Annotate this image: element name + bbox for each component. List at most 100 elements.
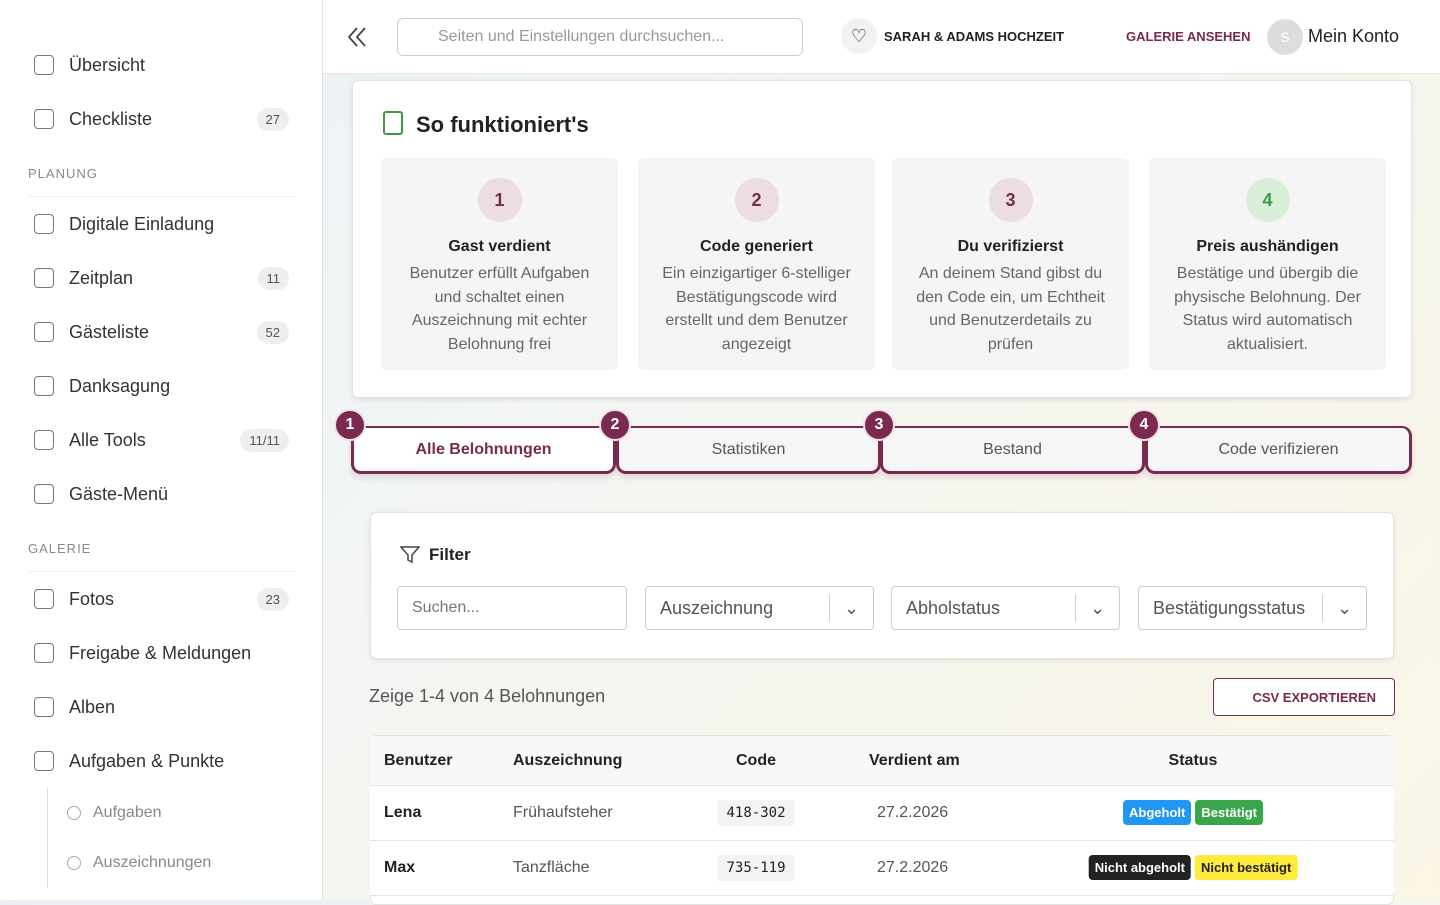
search-placeholder: Seiten und Einstellungen durchsuchen...	[438, 28, 725, 45]
cell-award: Tanzfläche	[513, 859, 590, 876]
nav-label: Übersicht	[69, 54, 146, 75]
top-bar: Seiten und Einstellungen durchsuchen... …	[323, 0, 1440, 74]
select-label: Abholstatus	[906, 597, 1001, 618]
avatar[interactable]: S	[1267, 19, 1303, 55]
nav-label: Aufgaben & Punkte	[69, 750, 225, 771]
step-title: Code generiert	[700, 238, 813, 255]
nav-label: Fotos	[69, 588, 115, 609]
nav-item[interactable]: Alle Tools 11/11	[0, 413, 322, 467]
section-heading: PLANUNG	[28, 146, 295, 197]
nav-icon	[34, 484, 54, 504]
nav-item[interactable]: Digitale Einladung	[0, 197, 322, 251]
column-header: Auszeichnung	[513, 752, 623, 769]
step-card: 2 Code generiert Ein einzigartiger 6-stell…	[638, 158, 875, 370]
table-row: Max Tanzfläche 735-119 27.2.2026 Nicht abgeh…	[370, 841, 1394, 896]
tab-number: 3	[863, 409, 895, 441]
section-title: So funktioniert's	[416, 112, 589, 137]
cell-award: Frühaufsteher	[513, 804, 613, 821]
chevron: ⌄	[829, 595, 873, 621]
select-label: Auszeichnung	[660, 597, 774, 618]
status-badge: Abgeholt	[1123, 800, 1192, 825]
nav-label: Zeitplan	[69, 267, 134, 288]
nav-label: Freigabe & Meldungen	[69, 642, 252, 663]
nav-label: Alle Tools	[69, 429, 146, 450]
nav-label: Gäste-Menü	[69, 483, 169, 504]
step-number: 3	[988, 178, 1033, 222]
sub-icon	[67, 856, 81, 870]
sub-label: Auszeichnungen	[93, 854, 212, 871]
gallery-link[interactable]: GALERIE ANSEHEN	[1126, 29, 1251, 44]
nav-item[interactable]: Zeitplan 11	[0, 251, 322, 305]
nav-subitem[interactable]: Aufgaben	[47, 788, 322, 838]
column-header: Code	[736, 752, 776, 769]
nav-item[interactable]: Gäste-Menü	[0, 467, 322, 521]
event-name[interactable]: SARAH & ADAMS HOCHZEIT	[884, 29, 1065, 44]
filter-card: Filter	[370, 512, 1394, 659]
select[interactable]: Bestätigungsstatus ⌄	[1138, 586, 1367, 630]
search-box[interactable]: Seiten und Einstellungen durchsuchen...	[397, 18, 803, 56]
status-badge: Nicht bestätigt	[1194, 855, 1298, 880]
cell-date: 27.2.2026	[877, 804, 949, 821]
clipboard-icon	[383, 111, 403, 135]
nav-item[interactable]: Übersicht	[0, 38, 322, 92]
nav-icon	[34, 430, 54, 450]
nav-label: Alben	[69, 696, 116, 717]
nav-icon	[34, 589, 54, 609]
nav-label: Gästeliste	[69, 321, 150, 342]
tab-number: 4	[1128, 409, 1160, 441]
select-label: Bestätigungsstatus	[1153, 597, 1306, 618]
filter-search[interactable]: Suchen...	[397, 586, 627, 630]
nav-icon	[34, 697, 54, 717]
tab[interactable]: Bestand	[880, 426, 1145, 474]
export-button[interactable]: CSV EXPORTIEREN	[1213, 678, 1395, 716]
nav-badge: 23	[256, 587, 289, 611]
tab-number: 1	[334, 409, 366, 441]
chevron: ⌄	[1322, 595, 1366, 621]
column-header: Verdient am	[869, 752, 960, 769]
sidebar: Übersicht Checkliste 27 PLANUNG Digitale Ein…	[0, 0, 323, 900]
summary: Zeige 1-4 von 4 Belohnungen	[369, 686, 606, 706]
nav-item[interactable]: Freigabe & Meldungen	[0, 626, 322, 680]
sub-label: Aufgaben	[93, 804, 162, 821]
nav-label: Digitale Einladung	[69, 213, 215, 234]
table-row: Lena Frühaufsteher 418-302 27.2.2026 Abgehol…	[370, 786, 1394, 841]
cell-date: 27.2.2026	[877, 859, 949, 876]
heart-icon: ♡	[841, 18, 877, 54]
nav-icon	[34, 268, 54, 288]
nav-item[interactable]: Alben	[0, 680, 322, 734]
status-badge: Nicht abgeholt	[1088, 855, 1191, 880]
step-title: Du verifizierst	[957, 238, 1064, 255]
tab[interactable]: Code verifizieren	[1145, 426, 1412, 474]
account-menu[interactable]: Mein Konto	[1308, 26, 1400, 46]
collapse-icon[interactable]	[347, 26, 367, 48]
chevron: ⌄	[1075, 595, 1119, 621]
column-header: Status	[1168, 752, 1218, 769]
cell-code: 418-302	[717, 800, 795, 826]
tab-number: 2	[599, 409, 631, 441]
nav-badge: 27	[256, 107, 289, 131]
step-card: 1 Gast verdient Benutzer erfüllt Aufgaben …	[381, 158, 618, 370]
step-number: 4	[1245, 178, 1290, 222]
cell-code: 735-119	[717, 855, 795, 881]
nav-item[interactable]: Fotos 23	[0, 572, 322, 626]
step-number: 1	[477, 178, 522, 222]
nav-icon	[34, 322, 54, 342]
step-text: Benutzer erfüllt Aufgaben und schaltet e…	[409, 265, 590, 353]
nav-item[interactable]: Danksagung	[0, 359, 322, 413]
nav-subitem[interactable]: Auszeichnungen	[47, 838, 322, 888]
nav-item[interactable]: Checkliste 27	[0, 92, 322, 146]
step-text: Bestätige und übergib die physische Belo…	[1174, 265, 1361, 353]
select[interactable]: Auszeichnung ⌄	[645, 586, 874, 630]
nav-item[interactable]: Aufgaben & Punkte	[0, 734, 322, 788]
nav-icon	[34, 55, 54, 75]
cell-user: Max	[384, 859, 416, 876]
tab[interactable]: Statistiken	[616, 426, 881, 474]
select[interactable]: Abholstatus ⌄	[891, 586, 1120, 630]
step-number: 2	[734, 178, 779, 222]
nav-item[interactable]: Gästeliste 52	[0, 305, 322, 359]
tab[interactable]: Alle Belohnungen	[351, 426, 616, 474]
step-card: 4 Preis aushändigen Bestätige und übergib …	[1149, 158, 1386, 370]
nav-icon	[34, 376, 54, 396]
